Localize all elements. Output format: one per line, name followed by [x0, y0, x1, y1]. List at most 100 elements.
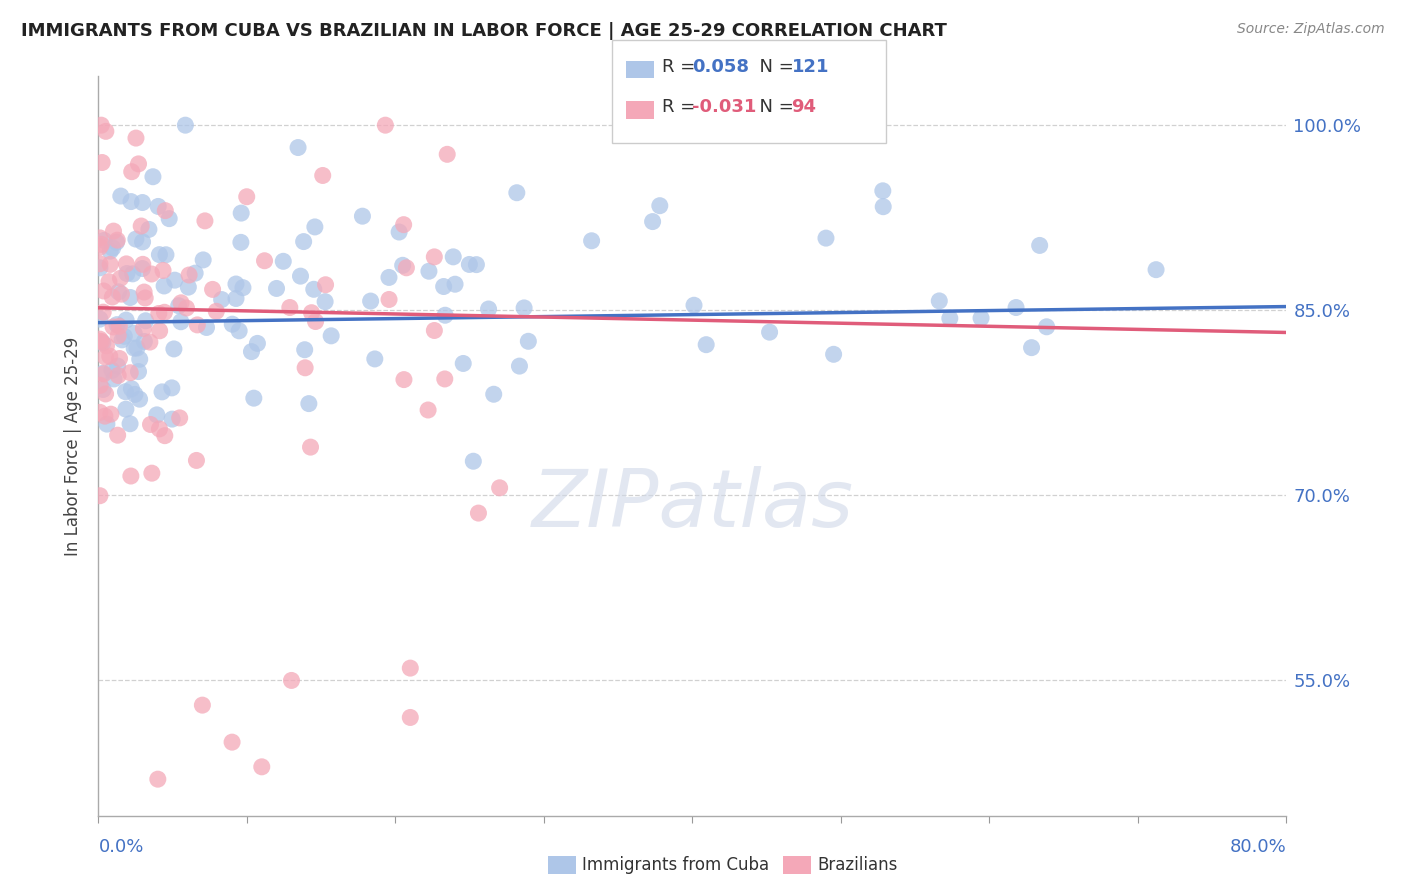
Point: [872, 200, 894, 214]
Point: [186, 453, 208, 467]
Point: [110, 271, 132, 285]
Point: [184, 266, 207, 280]
Point: [174, 118, 197, 132]
Point: [467, 506, 489, 520]
Y-axis label: In Labor Force | Age 25-29: In Labor Force | Age 25-29: [65, 336, 83, 556]
Point: [131, 235, 153, 249]
Point: [103, 224, 125, 238]
Point: [312, 169, 335, 183]
Point: [294, 360, 316, 375]
Point: [193, 252, 215, 267]
Point: [89, 260, 111, 275]
Point: [939, 311, 962, 326]
Point: [290, 269, 312, 284]
Point: [517, 334, 540, 349]
Point: [225, 292, 247, 306]
Point: [488, 481, 510, 495]
Text: N =: N =: [748, 58, 800, 76]
Point: [89, 489, 111, 503]
Point: [138, 222, 160, 236]
Point: [167, 299, 190, 313]
Point: [148, 306, 170, 320]
Point: [458, 257, 481, 271]
Point: [132, 321, 155, 335]
Point: [101, 363, 124, 377]
Text: 0.058: 0.058: [692, 58, 749, 76]
Point: [101, 290, 124, 304]
Point: [153, 279, 176, 293]
Point: [814, 231, 837, 245]
Point: [114, 384, 136, 399]
Point: [194, 214, 217, 228]
Point: [150, 384, 173, 399]
Point: [195, 320, 218, 334]
Point: [96, 417, 118, 431]
Point: [508, 359, 530, 373]
Point: [107, 359, 129, 373]
Point: [91, 367, 114, 381]
Point: [163, 342, 186, 356]
Point: [186, 318, 208, 332]
Point: [157, 211, 180, 226]
Point: [176, 301, 198, 315]
Point: [1021, 341, 1043, 355]
Point: [112, 329, 135, 343]
Text: R =: R =: [662, 98, 702, 116]
Point: [96, 339, 118, 353]
Point: [205, 304, 228, 318]
Point: [89, 405, 111, 419]
Point: [134, 291, 156, 305]
Point: [465, 258, 488, 272]
Point: [94, 350, 117, 364]
Point: [321, 328, 343, 343]
Point: [148, 199, 170, 213]
Point: [93, 234, 115, 248]
Point: [89, 334, 111, 349]
Point: [392, 218, 415, 232]
Point: [360, 294, 382, 309]
Point: [121, 164, 143, 178]
Point: [132, 257, 155, 271]
Point: [364, 351, 387, 366]
Point: [513, 301, 536, 315]
Point: [153, 428, 176, 442]
Point: [436, 147, 458, 161]
Text: 94: 94: [792, 98, 817, 116]
Point: [98, 244, 121, 259]
Point: [91, 155, 114, 169]
Point: [378, 270, 401, 285]
Point: [100, 407, 122, 421]
Point: [177, 280, 200, 294]
Point: [89, 257, 111, 271]
Point: [105, 235, 128, 249]
Point: [301, 306, 323, 320]
Point: [581, 234, 603, 248]
Point: [231, 206, 253, 220]
Point: [695, 337, 717, 351]
Point: [94, 124, 117, 138]
Point: [134, 334, 156, 349]
Point: [246, 336, 269, 351]
Point: [395, 260, 418, 275]
Point: [423, 250, 446, 264]
Point: [128, 392, 150, 407]
Text: Brazilians: Brazilians: [817, 856, 897, 874]
Point: [107, 368, 129, 383]
Point: [416, 403, 439, 417]
Point: [463, 454, 485, 468]
Text: Immigrants from Cuba: Immigrants from Cuba: [582, 856, 769, 874]
Point: [271, 254, 294, 268]
Point: [266, 281, 288, 295]
Point: [648, 199, 671, 213]
Point: [120, 417, 142, 431]
Point: [240, 344, 263, 359]
Point: [148, 247, 170, 261]
Point: [163, 273, 186, 287]
Point: [115, 257, 138, 271]
Point: [94, 387, 117, 401]
Point: [131, 261, 153, 276]
Point: [304, 219, 326, 234]
Point: [110, 189, 132, 203]
Point: [225, 277, 247, 291]
Point: [441, 250, 464, 264]
